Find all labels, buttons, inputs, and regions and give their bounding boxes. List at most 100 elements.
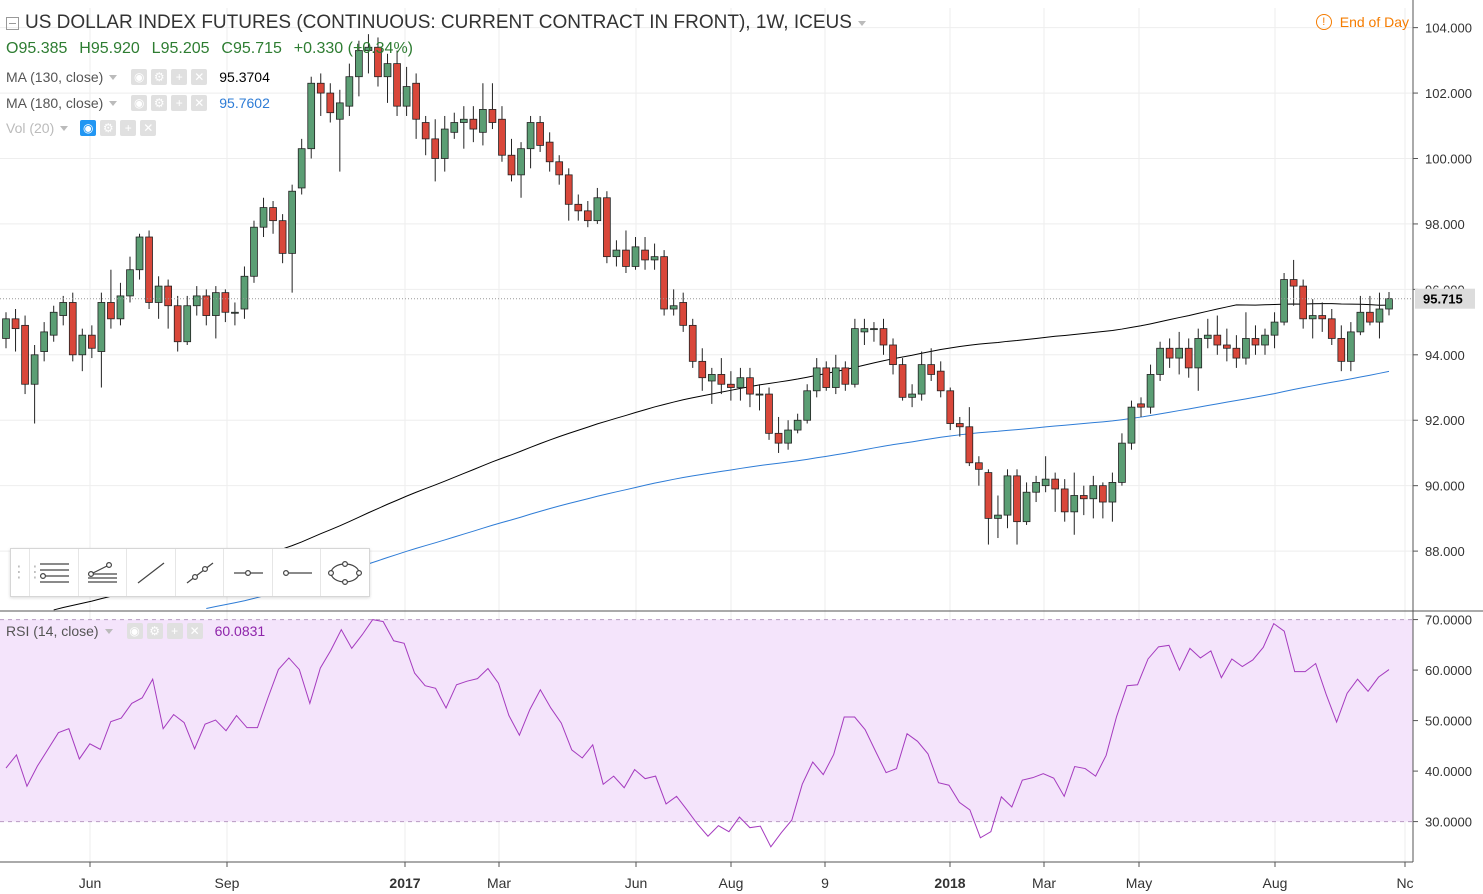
end-of-day-badge[interactable]: ! End of Day [1315,14,1409,30]
candle-body-down [1327,318,1336,339]
ellipse-tool[interactable] [320,549,369,596]
candle-body-up [851,328,859,385]
horizontal-ray-icon [282,569,312,576]
candle [1337,325,1346,372]
candle [488,83,497,130]
drawing-toolbar[interactable]: ⋮⋮ [10,548,370,597]
plus-icon[interactable]: + [171,69,188,85]
time-axis[interactable]: Jun Sep 2017 Mar Jun Aug 9 2018 Mar May Aug Nc [79,862,1414,891]
chevron-down-icon[interactable] [104,628,113,634]
candle [1099,482,1107,519]
plus-icon[interactable]: + [166,623,183,639]
eye-icon[interactable]: ◉ [126,623,143,639]
eye-icon[interactable]: ◉ [131,69,148,85]
gear-icon[interactable]: ⚙ [100,120,117,136]
candle-body-up [1089,485,1098,500]
candle-body-up [78,334,87,356]
fib-retracement-tool[interactable] [77,549,127,596]
candle-body-up [1356,311,1365,333]
candle-body-down [774,432,783,444]
candle [898,358,907,401]
price-tick-label: 88.000 [1425,544,1465,559]
candle [831,354,840,395]
candle-body-down [975,462,983,470]
last-price-text: 95.715 [1423,292,1463,307]
eye-icon[interactable]: ◉ [80,120,97,136]
indicator-label: RSI (14, close) [6,623,99,639]
indicator-ma-180[interactable]: MA (180, close) ◉ ⚙ + ✕ 95.7602 [6,95,270,111]
rsi-line [5,619,1390,848]
candle [278,214,287,264]
gear-icon[interactable]: ⚙ [151,69,168,85]
candle [1184,338,1193,378]
candle [183,295,192,345]
trend-line-tool[interactable] [126,549,175,596]
plus-icon[interactable]: + [171,95,188,111]
candle-body-down [1060,488,1069,513]
candle-body-up [803,390,812,421]
time-tick-label: 9 [821,875,829,891]
eye-icon[interactable]: ◉ [131,95,148,111]
candle [650,243,659,270]
candle-body-down [1184,347,1193,369]
candle [335,89,344,172]
candle-body-down [507,154,516,176]
collapse-icon[interactable] [6,16,19,30]
candle [936,361,945,398]
chart-title[interactable]: US DOLLAR INDEX FUTURES (CONTINUOUS: CUR… [6,12,866,34]
candle [736,367,745,401]
close-icon[interactable]: ✕ [186,623,203,639]
candle [717,358,726,395]
candle-body-up [1118,442,1126,483]
chevron-down-icon[interactable] [109,100,118,106]
candle [364,34,373,74]
candle-body-up [459,118,468,123]
candle [1375,292,1384,339]
drag-handle-icon[interactable]: ⋮⋮ [11,564,43,581]
chevron-down-icon[interactable] [857,20,866,26]
last-price-label: 95.715 [1415,288,1475,309]
candle-body-down [622,249,630,267]
horizontal-lines-tool[interactable] [29,549,78,596]
chevron-down-icon[interactable] [109,74,118,80]
close-icon[interactable]: ✕ [140,120,157,136]
candle-body-down [841,367,850,385]
close-icon[interactable]: ✕ [191,69,208,85]
indicator-volume[interactable]: Vol (20) ◉ ⚙ + ✕ [6,120,160,136]
candle [116,282,125,326]
candle [316,73,325,116]
candle-body-up [307,82,316,150]
indicator-rsi[interactable]: RSI (14, close) ◉ ⚙ + ✕ 60.0831 [6,623,265,639]
plus-icon[interactable]: + [120,120,137,136]
candle-body-down [679,302,688,326]
candle [135,233,144,280]
candle [393,50,401,116]
candle [765,387,773,440]
candle-body-up [116,295,125,320]
candle-body-up [212,292,220,316]
candle [870,322,878,342]
candle [1175,331,1183,375]
indicator-value: 95.3704 [219,69,270,85]
candle [526,115,535,169]
ohlc-readout: O95.385 H95.920 L95.205 C95.715 +0.330 (… [6,40,421,58]
indicator-ma-130[interactable]: MA (130, close) ◉ ⚙ + ✕ 95.3704 [6,69,270,85]
close-icon[interactable]: ✕ [191,95,208,111]
candle [498,106,506,162]
gear-icon[interactable]: ⚙ [151,95,168,111]
change-value: +0.330 (+0.34%) [293,40,413,57]
candle-body-up [669,305,678,310]
ray-tool[interactable] [174,549,224,596]
horizontal-ray-tool[interactable] [271,549,321,596]
indicator-value: 60.0831 [214,623,266,639]
candle [1070,472,1079,535]
candle [965,407,974,467]
horizontal-line-tool[interactable] [223,549,272,596]
rsi-axis[interactable]: 30.0000 40.0000 50.0000 60.0000 70.0000 [1413,613,1472,830]
candle-body-down [555,161,564,176]
chevron-down-icon[interactable] [60,125,69,131]
candle-body-up [402,86,411,107]
gear-icon[interactable]: ⚙ [146,623,163,639]
candle-body-up [517,148,525,176]
